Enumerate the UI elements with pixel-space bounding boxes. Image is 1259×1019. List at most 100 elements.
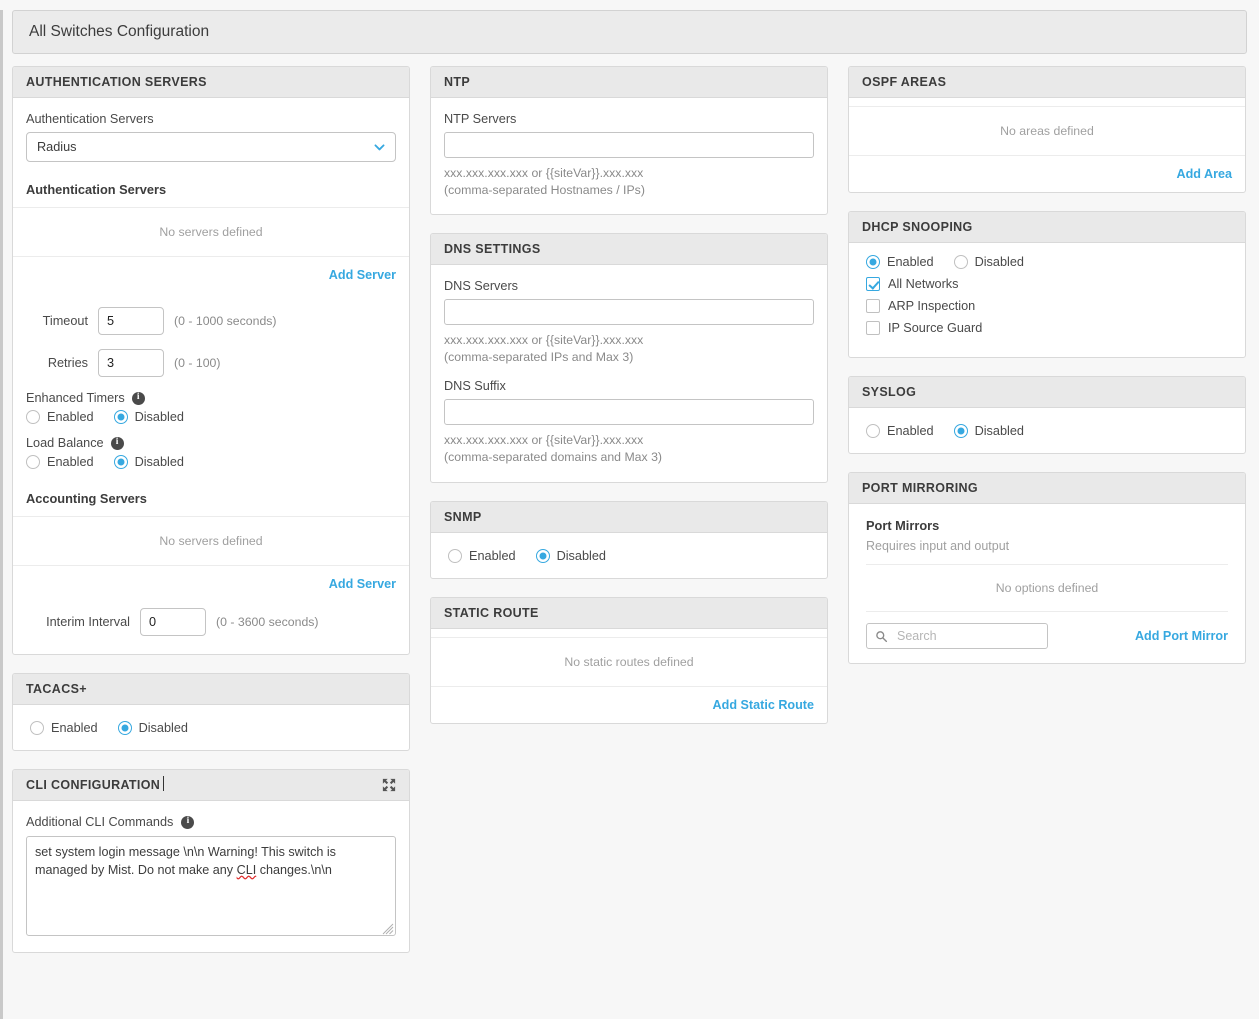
dns-servers-input[interactable] xyxy=(444,299,814,326)
ntp-servers-hint: xxx.xxx.xxx.xxx or {{siteVar}}.xxx.xxx (… xyxy=(444,165,814,198)
interim-interval-hint: (0 - 3600 seconds) xyxy=(216,615,319,629)
dhcp-snooping-radio-disabled[interactable]: Disabled xyxy=(953,255,1024,269)
ospf-areas-empty: No areas defined xyxy=(849,106,1245,156)
radio-label: Disabled xyxy=(556,548,606,563)
ntp-hint-line1: xxx.xxx.xxx.xxx or {{siteVar}}.xxx.xxx xyxy=(444,166,644,180)
checkbox-ip-source-guard[interactable]: IP Source Guard xyxy=(866,321,1232,335)
cli-textarea-label-row: Additional CLI Commands i xyxy=(26,815,396,829)
panel-cli-configuration: CLI CONFIGURATION Additional CLI Command… xyxy=(12,769,410,953)
ntp-servers-input[interactable] xyxy=(444,132,814,158)
radio-dot xyxy=(953,255,968,269)
port-mirror-search-input[interactable] xyxy=(895,628,1039,644)
radio-dot xyxy=(117,721,132,735)
checkbox-all-networks[interactable]: All Networks xyxy=(866,277,1232,291)
dhcp-snooping-radios: Enabled Disabled xyxy=(866,255,1232,269)
radio-dot xyxy=(535,548,550,563)
search-icon xyxy=(875,630,888,643)
enhanced-timers-radio-disabled[interactable]: Disabled xyxy=(113,410,184,424)
accounting-servers-empty: No servers defined xyxy=(13,516,409,566)
panel-syslog: SYSLOG Enabled Disabled xyxy=(848,376,1246,454)
load-balance-radio-enabled[interactable]: Enabled xyxy=(26,455,94,469)
syslog-radio-disabled[interactable]: Disabled xyxy=(953,424,1024,438)
info-icon-enhanced-timers[interactable]: i xyxy=(131,391,145,405)
panel-dns-settings: DNS SETTINGS DNS Servers xxx.xxx.xxx.xxx… xyxy=(430,233,828,483)
panel-ntp: NTP NTP Servers xxx.xxx.xxx.xxx or {{sit… xyxy=(430,66,828,216)
syslog-radios: Enabled Disabled xyxy=(866,424,1232,438)
panel-tacacs: TACACS+ Enabled Disabled xyxy=(12,673,410,751)
add-static-route-link[interactable]: Add Static Route xyxy=(712,697,814,712)
dns-servers-hint-line1: xxx.xxx.xxx.xxx or {{siteVar}}.xxx.xxx xyxy=(444,333,644,348)
port-mirror-search-box[interactable] xyxy=(866,623,1048,649)
auth-servers-empty: No servers defined xyxy=(13,207,409,257)
port-mirrors-subtitle: Port Mirrors xyxy=(866,518,940,533)
checkbox-arp-inspection[interactable]: ARP Inspection xyxy=(866,299,1232,313)
retries-input[interactable] xyxy=(98,349,164,377)
port-mirrors-note: Requires input and output xyxy=(866,539,1010,553)
radio-label: Enabled xyxy=(887,424,934,438)
accounting-servers-title: Accounting Servers xyxy=(26,491,147,506)
radio-label: Disabled xyxy=(974,424,1024,438)
cli-commands-textarea[interactable]: set system login message \n\n Warning! T… xyxy=(26,836,396,936)
enhanced-timers-radio-enabled[interactable]: Enabled xyxy=(26,410,94,424)
ntp-servers-block: NTP Servers xxx.xxx.xxx.xxx or {{siteVar… xyxy=(444,112,814,198)
radio-label: Disabled xyxy=(138,721,188,735)
panel-title-syslog: SYSLOG xyxy=(862,385,917,399)
panel-header-cli-configuration: CLI CONFIGURATION xyxy=(13,770,409,801)
radio-label: Enabled xyxy=(47,455,94,469)
panel-port-mirroring: PORT MIRRORING Port Mirrors Requires inp… xyxy=(848,472,1246,664)
panel-body-syslog: Enabled Disabled xyxy=(849,408,1245,453)
timeout-hint: (0 - 1000 seconds) xyxy=(174,314,277,328)
column-left: AUTHENTICATION SERVERS Authentication Se… xyxy=(12,66,410,971)
panel-body-static-route: No static routes defined Add Static Rout… xyxy=(431,629,827,723)
dhcp-snooping-checkboxes: All Networks ARP Inspection IP Source Gu… xyxy=(866,277,1232,335)
snmp-radios: Enabled Disabled xyxy=(448,548,814,563)
info-icon-load-balance[interactable]: i xyxy=(110,436,124,450)
panel-dhcp-snooping: DHCP SNOOPING Enabled Disabled xyxy=(848,211,1246,358)
radio-label: Enabled xyxy=(469,548,516,563)
enhanced-timers-label: Enhanced Timers xyxy=(26,391,125,405)
add-area-link[interactable]: Add Area xyxy=(1176,167,1232,181)
panel-body-authentication-servers: Authentication Servers Radius Authentica… xyxy=(13,98,409,654)
add-port-mirror-link[interactable]: Add Port Mirror xyxy=(1134,629,1228,643)
dns-suffix-hint-line2: (comma-separated domains and Max 3) xyxy=(444,449,663,464)
panel-title-port-mirroring: PORT MIRRORING xyxy=(862,481,979,495)
timeout-label: Timeout xyxy=(42,314,88,328)
panel-static-route: STATIC ROUTE No static routes defined Ad… xyxy=(430,596,828,724)
auth-server-type-select[interactable]: Radius xyxy=(26,132,396,162)
panel-header-dhcp-snooping: DHCP SNOOPING xyxy=(849,212,1245,243)
dhcp-snooping-radio-enabled[interactable]: Enabled xyxy=(866,255,934,269)
load-balance-radio-disabled[interactable]: Disabled xyxy=(113,455,184,469)
expand-icon[interactable] xyxy=(382,778,396,792)
ntp-servers-label: NTP Servers xyxy=(444,112,517,126)
panel-body-dns-settings: DNS Servers xxx.xxx.xxx.xxx or {{siteVar… xyxy=(431,265,827,481)
radio-label: Enabled xyxy=(51,721,98,735)
snmp-radio-enabled[interactable]: Enabled xyxy=(448,548,516,563)
retries-hint: (0 - 100) xyxy=(174,356,221,370)
timeout-input[interactable] xyxy=(98,307,164,335)
dns-suffix-label: DNS Suffix xyxy=(444,379,506,394)
radio-label: Disabled xyxy=(974,255,1024,269)
dns-servers-block: DNS Servers xxx.xxx.xxx.xxx or {{siteVar… xyxy=(444,279,814,365)
panel-title-tacacs: TACACS+ xyxy=(26,682,87,696)
info-icon-cli-commands[interactable]: i xyxy=(181,815,195,829)
syslog-radio-enabled[interactable]: Enabled xyxy=(866,424,934,438)
interim-interval-input[interactable] xyxy=(140,608,206,636)
add-server-link-accounting[interactable]: Add Server xyxy=(328,577,396,591)
radio-dot xyxy=(113,410,128,424)
dns-servers-hint: xxx.xxx.xxx.xxx or {{siteVar}}.xxx.xxx (… xyxy=(444,332,814,365)
panel-body-ospf-areas: No areas defined Add Area xyxy=(849,98,1245,192)
tacacs-radio-enabled[interactable]: Enabled xyxy=(30,721,98,735)
app-root: All Switches Configuration AUTHENTICATIO… xyxy=(3,10,1259,1019)
chevron-down-icon[interactable] xyxy=(373,141,386,154)
checkbox-label: ARP Inspection xyxy=(888,299,976,313)
radio-label: Disabled xyxy=(134,455,184,469)
radio-label: Disabled xyxy=(134,410,184,424)
snmp-radio-disabled[interactable]: Disabled xyxy=(535,548,606,563)
load-balance-radios: Enabled Disabled xyxy=(26,455,396,469)
add-server-link-auth[interactable]: Add Server xyxy=(328,268,396,282)
panel-body-port-mirroring: Port Mirrors Requires input and output N… xyxy=(849,504,1245,663)
page-title-bar: All Switches Configuration xyxy=(12,10,1247,54)
panel-authentication-servers: AUTHENTICATION SERVERS Authentication Se… xyxy=(12,66,410,655)
dns-suffix-input[interactable] xyxy=(444,399,814,426)
tacacs-radio-disabled[interactable]: Disabled xyxy=(117,721,188,735)
